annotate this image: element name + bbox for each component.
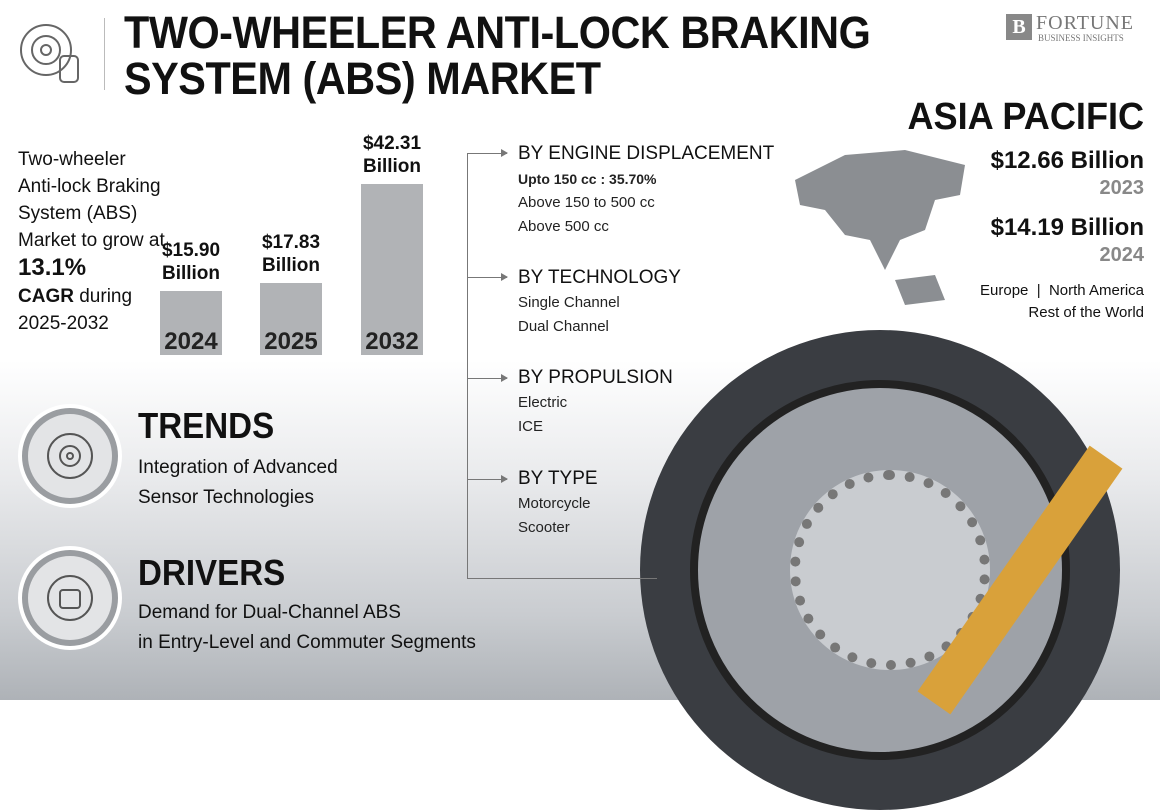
trends-text: Integration of Advanced Sensor Technologi… <box>138 457 338 508</box>
title-line-2: SYSTEM (ABS) MARKET <box>124 53 601 104</box>
bar-year-label: 2032 <box>365 328 419 355</box>
bar-value-label: $17.83 Billion <box>261 231 321 276</box>
arrow-icon <box>467 273 508 281</box>
abs-module-icon <box>47 575 93 621</box>
segment-connector-bottom <box>467 578 657 579</box>
other-regions: Europe | North America <box>980 282 1144 299</box>
segment-type: BY TYPE Motorcycle Scooter <box>518 468 598 536</box>
cagr-value: 13.1% <box>18 254 87 281</box>
arrow-icon <box>467 475 508 483</box>
brake-disc-icon <box>47 433 93 479</box>
drivers-title: DRIVERS <box>138 552 286 593</box>
trends-title: TRENDS <box>138 405 275 446</box>
segment-connector <box>467 153 468 578</box>
drivers-text: Demand for Dual-Channel ABS in Entry-Leve… <box>138 602 476 653</box>
bar-2024 <box>160 290 222 355</box>
title-line-1: TWO-WHEELER ANTI-LOCK BRAKING <box>124 7 871 58</box>
bar-2032 <box>361 184 423 355</box>
region-name: ASIA PACIFIC <box>907 96 1144 138</box>
region-value-2024: $14.19 Billion <box>990 214 1144 241</box>
asia-pacific-map-icon <box>795 150 965 305</box>
segment-engine-displacement: BY ENGINE DISPLACEMENT Upto 150 cc : 35.7… <box>518 143 775 235</box>
other-regions-2: Rest of the World <box>1028 304 1144 321</box>
bar-year-label: 2025 <box>264 328 318 355</box>
region-year-2024: 2024 <box>1099 244 1145 266</box>
bar-value-label: $15.90 Billion <box>161 239 221 284</box>
segment-technology: BY TECHNOLOGY Single Channel Dual Channel <box>518 267 681 335</box>
arrow-icon <box>467 374 508 382</box>
brake-disc-icon <box>18 20 84 91</box>
market-intro: Two-wheeler Anti-lock Braking System (AB… <box>18 149 165 334</box>
bar-year-label: 2024 <box>164 328 218 355</box>
arrow-icon <box>467 149 508 157</box>
region-year-2023: 2023 <box>1099 177 1145 199</box>
header-divider <box>104 18 105 90</box>
bar-2025 <box>260 282 322 355</box>
region-value-2023: $12.66 Billion <box>990 147 1144 174</box>
drivers-icon-circle <box>22 550 118 646</box>
page-title: TWO-WHEELER ANTI-LOCK BRAKING SYSTEM (ABS… <box>124 7 871 104</box>
segment-propulsion: BY PROPULSION Electric ICE <box>518 367 673 435</box>
bar-value-label: $42.31 Billion <box>362 133 422 177</box>
trends-icon-circle <box>22 408 118 504</box>
